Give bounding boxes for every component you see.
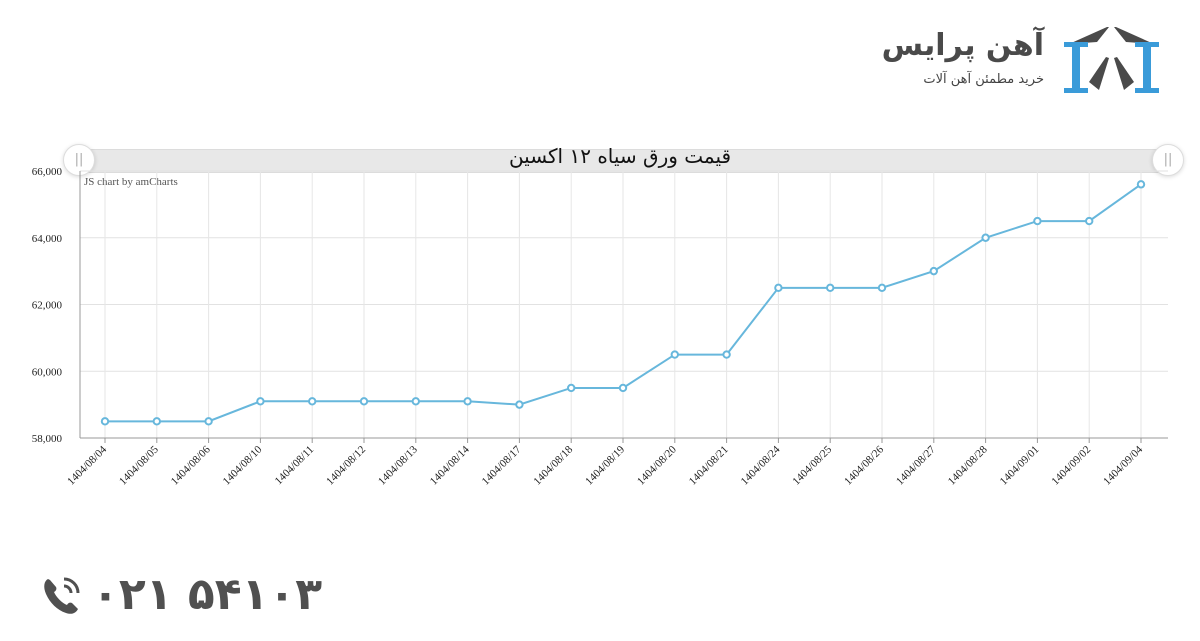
data-point[interactable] bbox=[463, 397, 472, 406]
data-point[interactable] bbox=[1085, 216, 1094, 226]
data-point[interactable] bbox=[981, 233, 990, 242]
y-tick-label: 58,000 bbox=[32, 433, 63, 445]
steel-beam-arch-logo-icon bbox=[1064, 27, 1159, 93]
x-tick-label: 1404/08/26 bbox=[842, 443, 886, 487]
x-tick-label: 1404/08/10 bbox=[221, 443, 265, 487]
phone-ringing-icon bbox=[44, 577, 80, 614]
scroll-grip-icon: || bbox=[1163, 152, 1173, 167]
y-tick-label: 66,000 bbox=[32, 166, 63, 178]
contact-phone[interactable]: ۰۲۱ ۵۴۱۰۳ bbox=[40, 570, 322, 620]
data-point[interactable] bbox=[308, 397, 317, 406]
data-point[interactable] bbox=[1136, 180, 1146, 189]
x-tick-label: 1404/08/25 bbox=[790, 443, 834, 487]
price-chart: || || قیمت ورق سیاه ۱۲ اکسین JS chart by… bbox=[0, 140, 1200, 500]
x-tick-label: 1404/09/01 bbox=[998, 444, 1042, 488]
x-tick-label: 1404/09/04 bbox=[1101, 443, 1145, 487]
data-point[interactable] bbox=[877, 283, 887, 293]
x-tick-label: 1404/08/12 bbox=[324, 444, 368, 488]
y-tick-label: 60,000 bbox=[32, 366, 63, 378]
data-point[interactable] bbox=[359, 397, 369, 406]
plot-area: 58,000 60,000 62,000 64,000 66,000 1404/08/04… bbox=[32, 166, 1168, 488]
brand-name: آهن پرایس bbox=[881, 28, 1044, 63]
x-tick-label: 1404/08/06 bbox=[169, 443, 213, 487]
x-tick-label: 1404/08/21 bbox=[687, 444, 731, 488]
data-point[interactable] bbox=[826, 283, 835, 293]
y-tick-label: 64,000 bbox=[32, 233, 63, 245]
x-tick-label: 1404/08/20 bbox=[635, 443, 679, 487]
data-point[interactable] bbox=[411, 397, 420, 406]
x-tick-label: 1404/08/05 bbox=[117, 443, 161, 487]
amcharts-credit[interactable]: JS chart by amCharts bbox=[84, 176, 178, 188]
data-point[interactable] bbox=[204, 417, 213, 426]
x-tick-label: 1404/08/18 bbox=[531, 443, 575, 487]
x-tick-label: 1404/08/11 bbox=[273, 444, 317, 488]
x-tick-label: 1404/08/28 bbox=[946, 443, 990, 487]
data-point[interactable] bbox=[618, 383, 628, 393]
data-point[interactable] bbox=[152, 417, 162, 426]
data-point[interactable] bbox=[100, 417, 110, 426]
data-point[interactable] bbox=[722, 350, 731, 359]
data-point[interactable] bbox=[929, 266, 938, 276]
data-point[interactable] bbox=[1033, 216, 1042, 226]
x-tick-label: 1404/08/19 bbox=[583, 443, 627, 487]
x-tick-label: 1404/08/17 bbox=[480, 443, 524, 487]
x-tick-label: 1404/08/27 bbox=[894, 443, 938, 487]
data-point[interactable] bbox=[256, 397, 265, 406]
x-tick-label: 1404/08/13 bbox=[376, 443, 420, 487]
x-tick-label: 1404/08/24 bbox=[739, 443, 783, 487]
x-tick-label: 1404/09/02 bbox=[1049, 444, 1093, 488]
scroll-grip-icon: || bbox=[74, 152, 84, 167]
y-tick-label: 62,000 bbox=[32, 300, 63, 312]
chart-scrollbar[interactable] bbox=[80, 149, 1168, 173]
x-tick-label: 1404/08/04 bbox=[65, 443, 109, 487]
chart-title: قیمت ورق سیاه ۱۲ اکسین bbox=[508, 144, 732, 168]
data-point[interactable] bbox=[670, 350, 679, 359]
data-point[interactable] bbox=[567, 383, 576, 393]
data-point[interactable] bbox=[774, 283, 783, 293]
data-point[interactable] bbox=[515, 400, 524, 409]
phone-number: ۰۲۱ ۵۴۱۰۳ bbox=[92, 569, 323, 620]
brand-tagline: خرید مطمئن آهن آلات bbox=[923, 72, 1044, 87]
x-tick-label: 1404/08/14 bbox=[428, 443, 472, 487]
brand-logo[interactable]: آهن پرایس خرید مطمئن آهن آلات bbox=[882, 22, 1164, 102]
